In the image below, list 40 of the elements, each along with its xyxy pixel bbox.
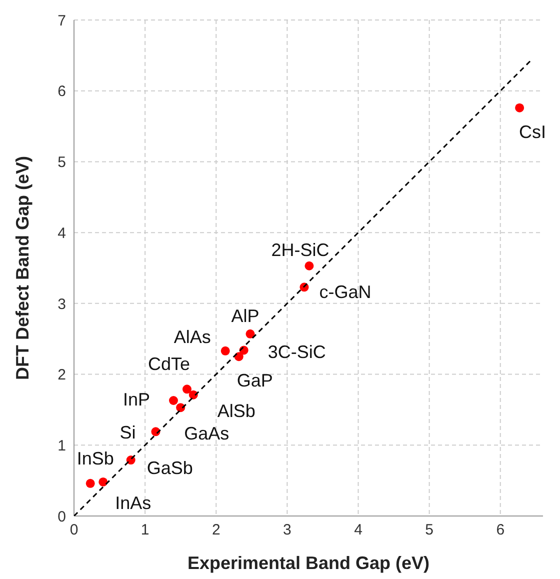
- x-tick-label: 5: [425, 522, 434, 539]
- x-tick-label: 0: [70, 522, 78, 539]
- y-tick-label: 3: [58, 296, 66, 313]
- annotation: AlP: [231, 306, 260, 326]
- y-tick-label: 4: [58, 224, 66, 242]
- point: [182, 384, 192, 394]
- annotation: InSb: [76, 448, 114, 468]
- annotation: c-GaN: [319, 282, 372, 302]
- point: [86, 478, 95, 488]
- y-tick-label: 2: [58, 366, 66, 384]
- x-tick-label: 4: [354, 522, 362, 539]
- annotation: GaP: [236, 370, 273, 391]
- annotation: AlAs: [174, 326, 211, 347]
- y-tick-label: 7: [58, 12, 66, 30]
- x-tick-label: 2: [212, 522, 220, 539]
- annotation: CdTe: [148, 354, 190, 374]
- annotation: CsI: [519, 122, 546, 142]
- point: [220, 346, 230, 356]
- point: [98, 477, 108, 486]
- point: [246, 329, 255, 338]
- annotation: Si: [120, 422, 136, 443]
- annotation: GaSb: [146, 458, 193, 478]
- point: [168, 396, 178, 406]
- annotation: GaAs: [184, 424, 230, 444]
- y-tick-label: 1: [58, 437, 66, 454]
- annotation: 3C-SiC: [268, 342, 326, 362]
- y-tick-label: 0: [58, 508, 66, 526]
- y-tick-label: 6: [58, 83, 66, 100]
- annotation: InAs: [115, 492, 152, 513]
- x-tick-label: 6: [496, 522, 505, 539]
- x-tick-label: 1: [140, 522, 150, 539]
- point: [304, 261, 314, 270]
- annotation: 2H-SiC: [271, 240, 330, 260]
- x-axis-title: Experimental Band Gap (eV): [187, 553, 430, 573]
- y-tick-label: 5: [58, 154, 66, 172]
- x-tick-label: 3: [283, 522, 292, 539]
- annotation: AlSb: [217, 400, 256, 421]
- y-axis-title: DFT Defect Band Gap (eV): [12, 156, 32, 380]
- point: [515, 103, 524, 112]
- annotation: InP: [122, 390, 150, 410]
